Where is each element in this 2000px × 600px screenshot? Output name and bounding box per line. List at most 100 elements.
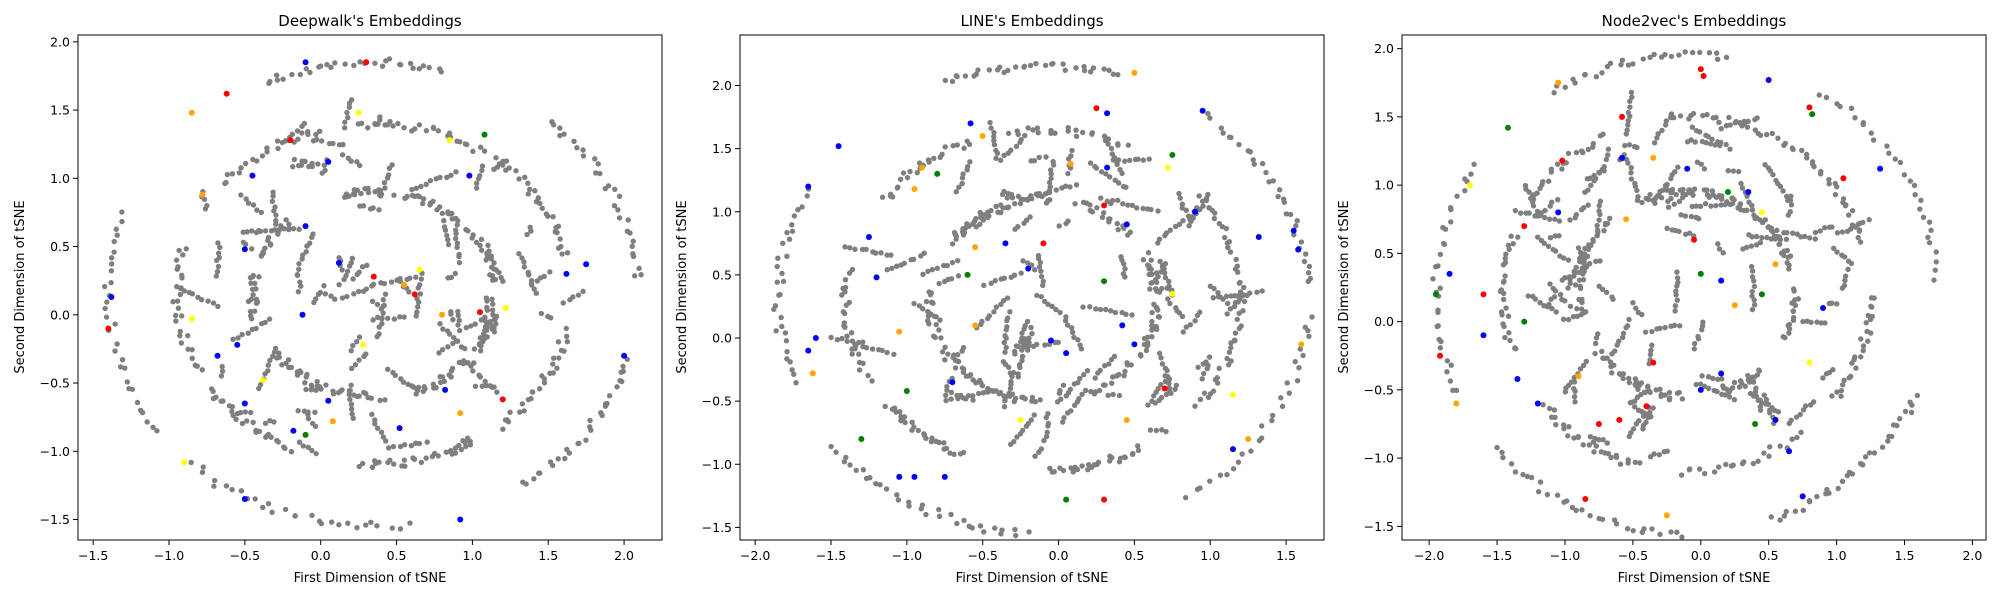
background-point <box>535 195 541 201</box>
background-point <box>996 390 1002 397</box>
background-point <box>435 128 441 134</box>
background-point <box>1865 338 1871 344</box>
background-point <box>345 114 351 121</box>
background-point <box>954 520 960 527</box>
background-point <box>348 365 355 372</box>
background-point <box>299 158 305 164</box>
background-point <box>389 162 395 168</box>
background-point <box>321 283 327 289</box>
background-point <box>524 231 530 238</box>
background-point <box>1741 118 1748 124</box>
background-point <box>1057 387 1063 394</box>
background-point <box>1790 314 1797 321</box>
background-point <box>1021 63 1028 70</box>
background-point <box>1587 512 1593 519</box>
background-point <box>614 384 620 390</box>
background-point <box>1700 112 1706 119</box>
highlight-point-orange <box>979 133 986 139</box>
background-point <box>1234 316 1240 323</box>
background-point <box>273 212 279 218</box>
background-point <box>1155 273 1161 280</box>
background-point <box>1036 154 1042 161</box>
background-point <box>1586 260 1593 267</box>
background-point <box>1664 225 1670 231</box>
background-point <box>1149 334 1155 340</box>
background-point <box>891 351 897 358</box>
background-point <box>553 224 559 231</box>
background-point <box>372 188 378 195</box>
background-point <box>405 381 411 388</box>
background-point <box>1025 125 1031 131</box>
background-point <box>555 456 561 462</box>
background-point <box>1573 149 1580 156</box>
background-point <box>363 522 369 528</box>
background-point <box>1648 347 1654 354</box>
background-point <box>1095 459 1102 466</box>
background-point <box>369 411 375 418</box>
background-point <box>943 397 949 404</box>
background-point <box>1500 454 1506 461</box>
y-tick-label: −1.0 <box>40 444 70 459</box>
highlight-point-red <box>476 309 483 316</box>
background-point <box>1709 188 1716 194</box>
background-point <box>1640 56 1646 62</box>
background-point <box>1049 303 1055 310</box>
background-point <box>397 443 404 450</box>
background-point <box>1699 323 1706 329</box>
background-point <box>1625 62 1632 68</box>
background-point <box>1751 297 1757 303</box>
highlight-point-blue <box>805 183 812 190</box>
axes-frame <box>739 34 1325 541</box>
background-point <box>970 393 976 399</box>
background-point <box>799 204 805 210</box>
highlight-point-red <box>370 273 377 280</box>
background-point <box>296 266 302 272</box>
background-point <box>351 392 357 398</box>
background-point <box>1768 514 1774 520</box>
background-point <box>519 255 525 261</box>
background-point <box>921 432 928 439</box>
background-point <box>1849 471 1856 477</box>
background-point <box>1860 219 1866 226</box>
background-point <box>1672 303 1679 309</box>
background-point <box>1162 274 1169 281</box>
background-point <box>1718 125 1724 132</box>
background-point <box>229 486 235 493</box>
background-point <box>1748 243 1755 249</box>
background-point <box>1592 340 1599 347</box>
background-point <box>503 158 510 164</box>
background-point <box>1635 407 1642 413</box>
background-point <box>1013 343 1020 349</box>
background-point <box>1664 181 1670 188</box>
background-point <box>1019 357 1025 364</box>
background-point <box>1069 325 1075 331</box>
background-point <box>1774 227 1780 234</box>
background-point <box>962 73 969 79</box>
highlight-point-red <box>1101 202 1108 209</box>
background-point <box>1510 240 1516 247</box>
background-point <box>1280 196 1287 202</box>
background-point <box>971 73 977 79</box>
background-point <box>473 185 480 191</box>
highlight-point-blue <box>1697 386 1704 393</box>
x-tick-label: −2.0 <box>740 548 770 563</box>
highlight-point-blue <box>1555 209 1562 216</box>
background-point <box>1571 379 1578 385</box>
background-point <box>1786 330 1792 336</box>
background-point <box>789 367 795 373</box>
background-point <box>1200 203 1206 209</box>
y-axis-ticks: −1.5−1.0−0.50.00.51.01.52.0 <box>1364 41 1402 534</box>
background-point <box>1692 139 1698 145</box>
highlight-point-green <box>1432 291 1439 298</box>
background-point <box>933 313 939 320</box>
background-point <box>1158 355 1164 361</box>
background-point <box>1106 67 1112 74</box>
highlight-point-blue <box>241 496 248 503</box>
background-point <box>1043 433 1050 440</box>
background-point <box>368 519 374 526</box>
background-point <box>631 273 638 279</box>
background-point <box>470 232 476 238</box>
background-point <box>452 270 458 277</box>
background-point <box>381 302 387 309</box>
